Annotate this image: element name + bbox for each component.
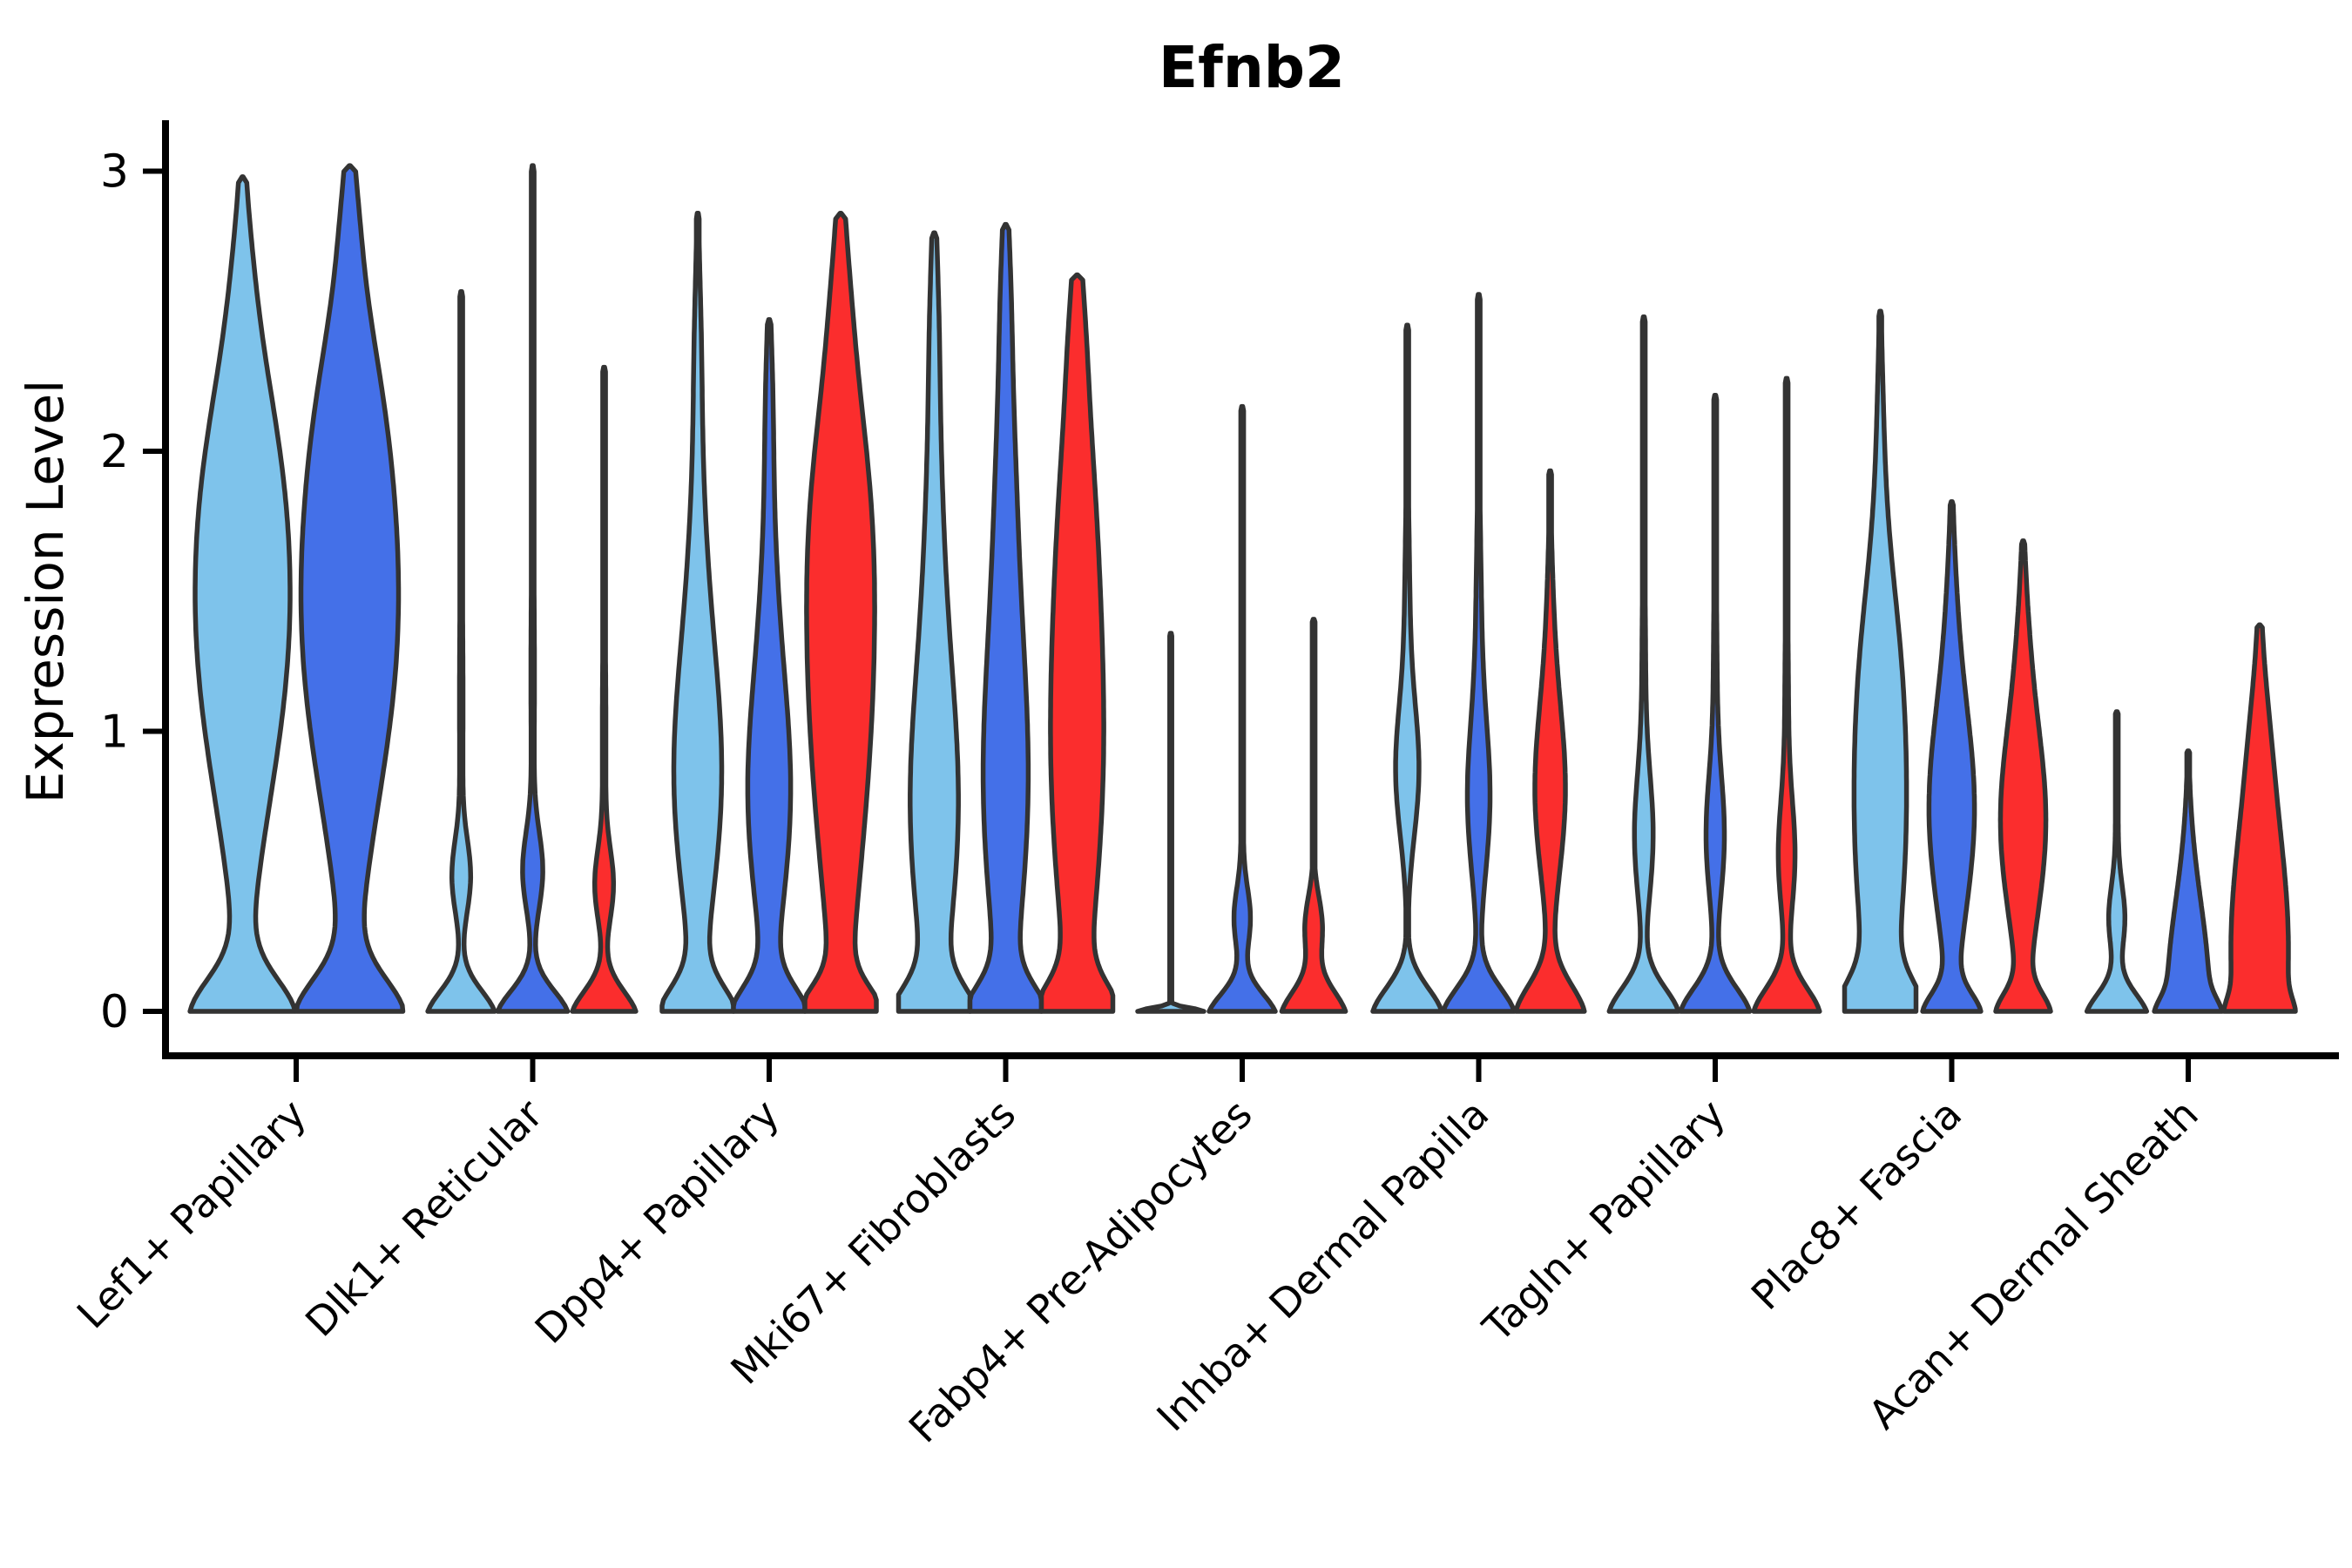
violin-cat6-series1 xyxy=(1678,392,1753,1014)
y-tick-label: 0 xyxy=(100,986,129,1038)
violin-cat7-series0 xyxy=(1842,308,1919,1014)
violin-cat6-series0 xyxy=(1606,314,1681,1014)
x-tick-label: Dpp4+ Papillary xyxy=(526,1091,788,1353)
violin-cat0-series0 xyxy=(187,174,298,1014)
y-axis-label: Expression Level xyxy=(16,380,75,803)
violin-cat7-series2 xyxy=(1993,538,2053,1014)
violin-cat0-series1 xyxy=(294,163,406,1014)
x-tick-label: Plac8+ Fascia xyxy=(1742,1091,1970,1319)
chart-title: Efnb2 xyxy=(1159,34,1345,101)
violin-cat8-series1 xyxy=(2152,748,2225,1014)
y-tick-label: 3 xyxy=(100,146,129,199)
violin-cat5-series2 xyxy=(1513,468,1587,1014)
violin-cat8-series2 xyxy=(2221,622,2298,1014)
violin-cat5-series0 xyxy=(1370,322,1444,1014)
violin-cat6-series2 xyxy=(1751,375,1822,1014)
violin-cat3-series2 xyxy=(1038,272,1116,1014)
violin-cat7-series1 xyxy=(1920,499,1984,1014)
violin-cat1-series0 xyxy=(425,288,497,1014)
violins xyxy=(187,163,2298,1014)
violin-cat4-series1 xyxy=(1206,403,1278,1014)
violin-cat2-series1 xyxy=(731,317,808,1014)
x-tick-label: Tagln+ Papillary xyxy=(1473,1091,1734,1352)
violin-cat1-series1 xyxy=(495,163,571,1014)
violin-cat2-series2 xyxy=(802,210,879,1014)
y-tick-label: 2 xyxy=(100,426,129,478)
violin-cat3-series0 xyxy=(896,230,973,1014)
x-tick-label: Dlk1+ Reticular xyxy=(296,1091,551,1346)
violin-cat2-series0 xyxy=(659,210,736,1014)
x-tick-label: Lef1+ Papillary xyxy=(68,1091,315,1338)
y-tick-label: 1 xyxy=(100,706,129,759)
violin-cat3-series1 xyxy=(967,221,1044,1014)
axes xyxy=(143,120,2339,1082)
violin-cat5-series1 xyxy=(1441,292,1517,1014)
violin-cat8-series0 xyxy=(2084,709,2150,1014)
violin-cat1-series2 xyxy=(570,364,639,1014)
violin-cat4-series0 xyxy=(1135,631,1206,1014)
violin-cat4-series2 xyxy=(1279,617,1348,1014)
